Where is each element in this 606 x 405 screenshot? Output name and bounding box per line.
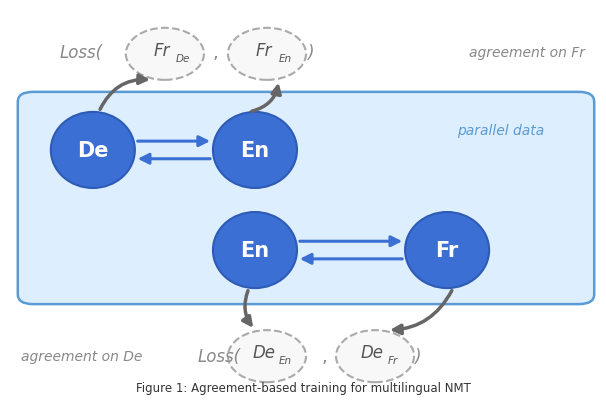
Text: ): ) xyxy=(414,347,421,365)
Text: ): ) xyxy=(307,44,314,62)
Text: En: En xyxy=(241,241,270,260)
Text: Fr: Fr xyxy=(388,355,398,365)
Circle shape xyxy=(228,330,306,382)
Text: Loss(: Loss( xyxy=(198,347,241,365)
FancyBboxPatch shape xyxy=(18,93,594,305)
Text: De: De xyxy=(77,141,108,160)
Text: Figure 1: Agreement-based training for multilingual NMT: Figure 1: Agreement-based training for m… xyxy=(136,381,470,394)
Circle shape xyxy=(336,330,414,382)
Text: De: De xyxy=(176,54,190,64)
Text: parallel data: parallel data xyxy=(458,124,545,138)
Text: De: De xyxy=(361,343,384,361)
Circle shape xyxy=(126,29,204,81)
Text: En: En xyxy=(241,141,270,160)
Ellipse shape xyxy=(213,113,297,188)
Text: Loss(: Loss( xyxy=(60,44,103,62)
Text: En: En xyxy=(278,54,291,64)
Text: En: En xyxy=(278,355,291,365)
Text: Fr: Fr xyxy=(436,241,459,260)
Circle shape xyxy=(228,29,306,81)
Text: Fr: Fr xyxy=(154,42,170,60)
Text: ,: , xyxy=(213,44,219,62)
Text: ,: , xyxy=(321,347,327,365)
Ellipse shape xyxy=(405,213,489,288)
Text: agreement on De: agreement on De xyxy=(21,349,142,363)
Ellipse shape xyxy=(213,213,297,288)
Ellipse shape xyxy=(51,113,135,188)
Text: De: De xyxy=(253,343,276,361)
Text: Fr: Fr xyxy=(256,42,272,60)
Text: agreement on Fr: agreement on Fr xyxy=(469,46,585,60)
